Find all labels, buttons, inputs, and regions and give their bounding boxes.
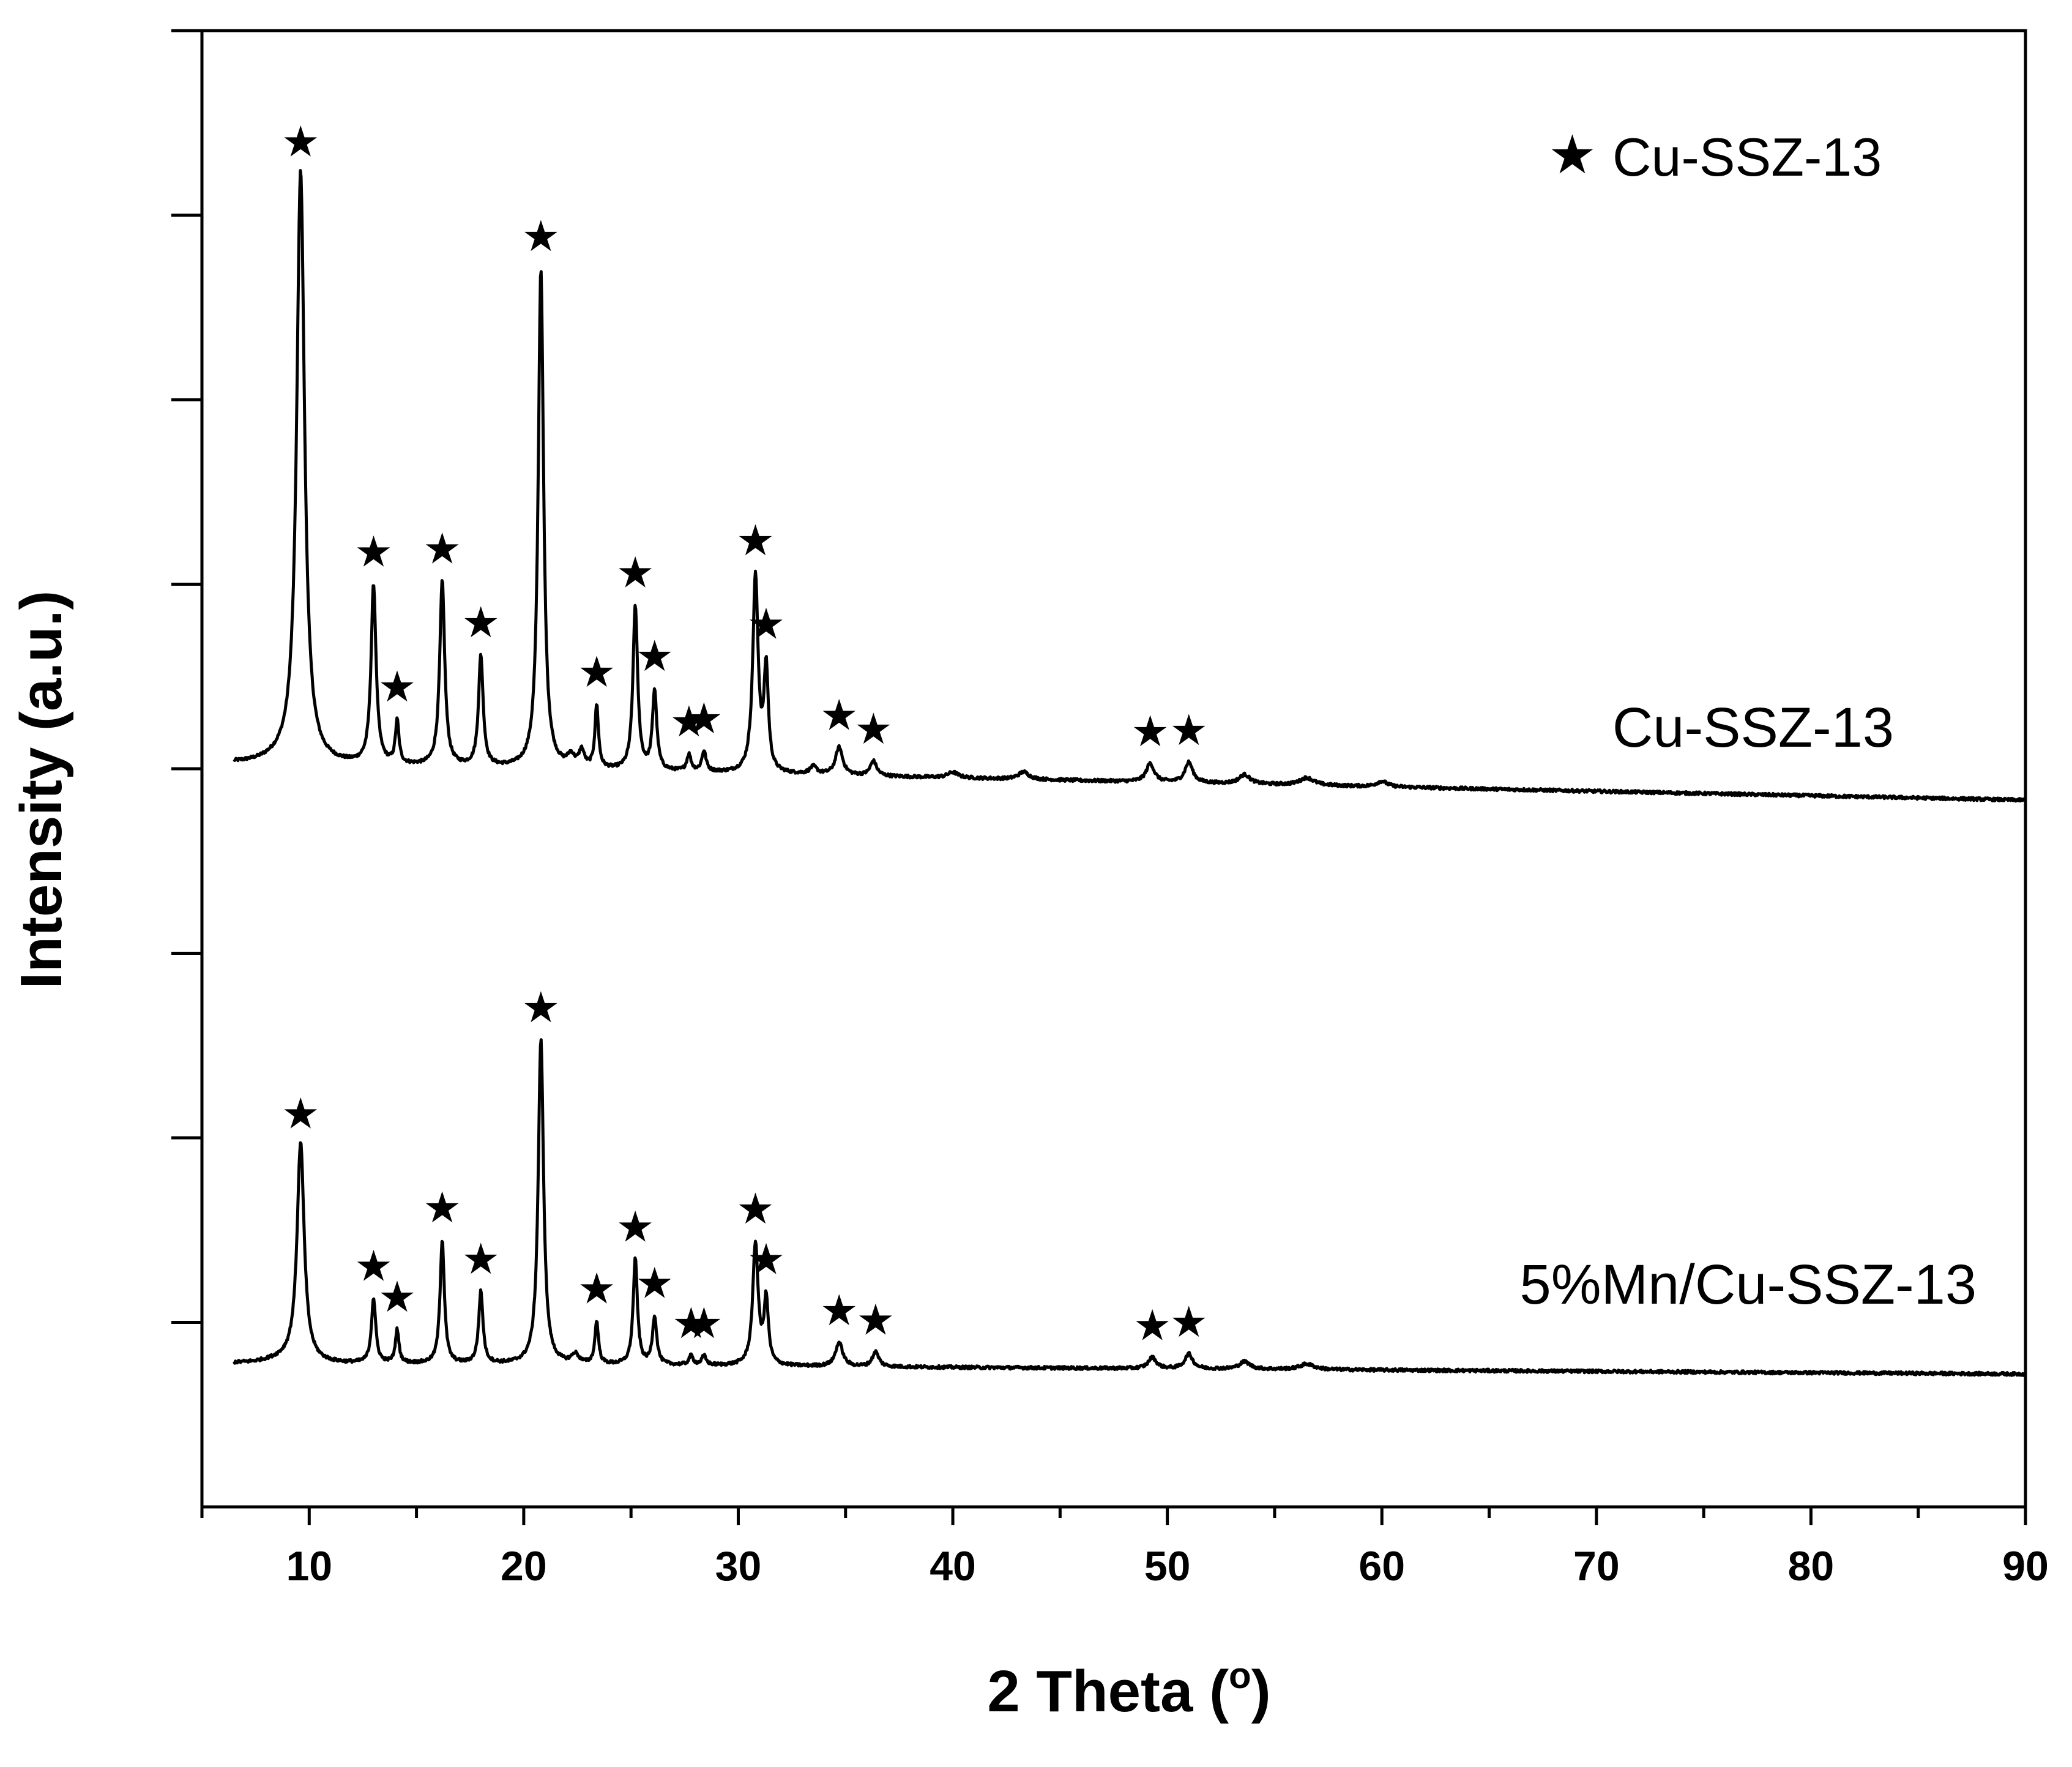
- peak-star-marker: ★: [281, 1088, 320, 1138]
- peak-star-marker: ★: [578, 1264, 616, 1314]
- series-label-mn-cu-ssz-13: 5%Mn/Cu-SSZ-13: [1520, 1253, 1977, 1316]
- x-axis-title-close: ): [1251, 1659, 1271, 1724]
- peak-star-marker: ★: [635, 1258, 674, 1309]
- peak-star-marker: ★: [522, 211, 561, 261]
- x-tick-label: 20: [501, 1543, 547, 1590]
- peak-star-marker: ★: [461, 597, 500, 648]
- peak-star-marker: ★: [820, 1285, 859, 1336]
- peak-star-marker: ★: [616, 1201, 655, 1252]
- peak-star-marker: ★: [1131, 706, 1169, 756]
- x-tick-label: 90: [2002, 1543, 2049, 1590]
- peak-star-marker: ★: [685, 1298, 723, 1348]
- peak-star-marker: ★: [378, 662, 417, 712]
- peak-star-marker: ★: [685, 693, 723, 744]
- plot-area: ★★★★★★★★★★★★★★★ ★ ★★★★★★★★★★★★★★★★ ★★: [233, 116, 2027, 1377]
- peak-star-marker: ★: [669, 697, 708, 747]
- peak-star-marker: ★: [423, 524, 461, 574]
- peak-star-marker: ★: [1169, 1297, 1208, 1347]
- peak-star-marker: ★: [522, 982, 561, 1033]
- peak-star-marker: ★: [854, 704, 893, 754]
- peak-star-marker: ★: [1133, 1300, 1172, 1350]
- peak-star-marker: ★: [747, 1235, 786, 1285]
- peak-star-marker: ★: [378, 1272, 417, 1322]
- series-line-cu-ssz-13: [233, 169, 2027, 803]
- legend: ★ Cu-SSZ-13: [1548, 124, 1882, 187]
- y-axis-title: Intensity (a.u.): [9, 591, 74, 989]
- peak-star-marker: ★: [281, 116, 320, 166]
- legend-star-icon: ★: [1548, 124, 1597, 185]
- x-tick-label: 10: [286, 1543, 332, 1590]
- peak-star-marker: ★: [1169, 705, 1208, 755]
- legend-label: Cu-SSZ-13: [1612, 127, 1882, 187]
- x-tick-label: 40: [930, 1543, 976, 1590]
- x-tick-label: 50: [1144, 1543, 1191, 1590]
- peak-star-marker: ★: [423, 1182, 461, 1233]
- peak-star-marker: ★: [736, 1184, 775, 1234]
- peak-star-marker: ★: [354, 526, 393, 577]
- degree-symbol: o: [1229, 1655, 1251, 1696]
- series-label-cu-ssz-13: Cu-SSZ-13: [1612, 697, 1894, 759]
- x-axis-title: 2 Theta (o): [987, 1655, 1270, 1724]
- x-tick-label: 70: [1573, 1543, 1620, 1590]
- peak-star-marker: ★: [616, 548, 655, 598]
- peak-star-marker: ★: [578, 647, 616, 697]
- series-line-mn-cu-ssz-13: [233, 1038, 2027, 1377]
- peak-star-marker: ★: [461, 1234, 500, 1284]
- peak-star-marker: ★: [672, 1298, 710, 1348]
- x-tick-label: 30: [715, 1543, 762, 1590]
- peak-star-marker: ★: [354, 1241, 393, 1291]
- x-axis-title-text: 2 Theta (: [987, 1659, 1229, 1724]
- axes: 10 20 30 40 50 60 70 80 90: [171, 29, 2049, 1590]
- peak-star-marker: ★: [747, 599, 786, 649]
- peak-star-marker: ★: [635, 631, 674, 681]
- x-tick-label: 60: [1358, 1543, 1405, 1590]
- peak-star-marker: ★: [736, 515, 775, 566]
- peak-star-marker: ★: [856, 1294, 895, 1345]
- x-tick-label: 80: [1788, 1543, 1835, 1590]
- peak-star-marker: ★: [820, 690, 859, 740]
